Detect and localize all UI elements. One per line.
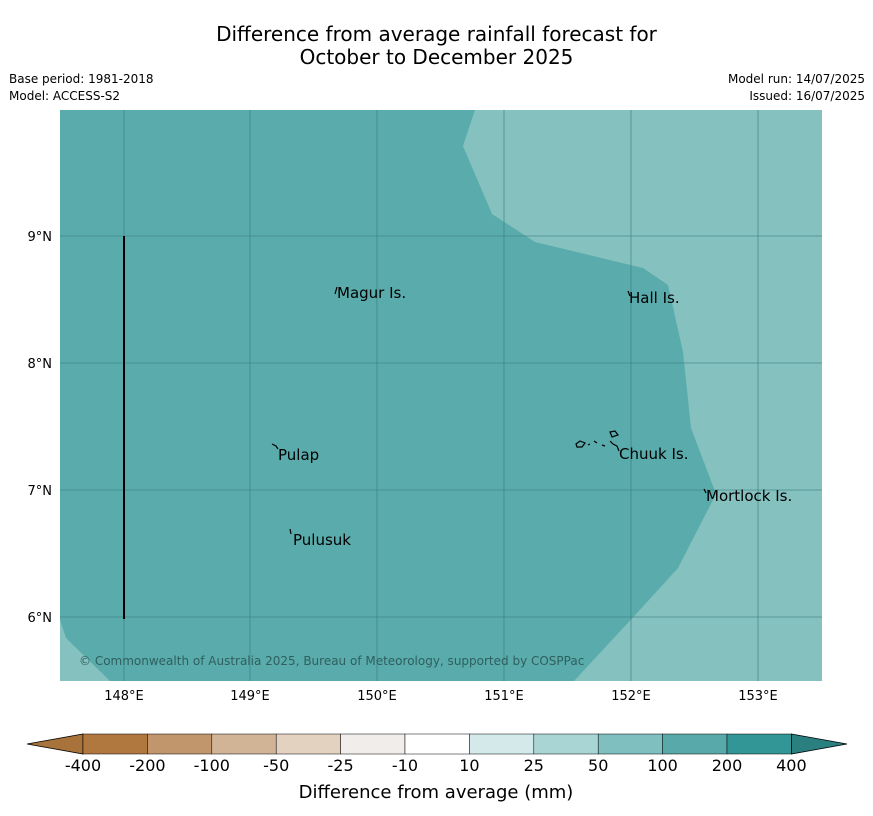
lon-tick-151e: 151°E — [484, 689, 524, 704]
place-label-magur: Magur Is. — [337, 284, 406, 302]
place-label-chuuk: Chuuk Is. — [619, 445, 688, 463]
colorbar-bin — [82, 733, 148, 755]
lon-tick-152e: 152°E — [611, 689, 651, 704]
colorbar-bin — [404, 733, 470, 755]
place-label-hall: Hall Is. — [629, 289, 680, 307]
colorbar-bin — [662, 733, 728, 755]
colorbar-extend-high — [791, 733, 848, 755]
colorbar-bin — [147, 733, 213, 755]
colorbar-title: Difference from average (mm) — [299, 782, 574, 803]
colorbar-bin — [211, 733, 277, 755]
map-title-line2: October to December 2025 — [299, 45, 574, 69]
colorbar-bin — [533, 733, 599, 755]
colorbar-tick-label: -10 — [392, 756, 418, 775]
colorbar-tick-label: 50 — [588, 756, 608, 775]
issued-text: Issued: 16/07/2025 — [749, 89, 865, 103]
base-period-text: Base period: 1981-2018 — [9, 72, 154, 86]
colorbar-tick-label: 400 — [776, 756, 807, 775]
colorbar-bin — [726, 733, 792, 755]
colorbar-tick-label: 200 — [712, 756, 743, 775]
lat-tick-7n: 7°N — [28, 484, 53, 499]
colorbar-tick-label: 100 — [647, 756, 678, 775]
model-text: Model: ACCESS-S2 — [9, 89, 121, 103]
place-label-pulusuk: Pulusuk — [293, 531, 351, 549]
lon-tick-149e: 149°E — [230, 689, 270, 704]
colorbar-tick-label: 10 — [459, 756, 479, 775]
place-label-mortlock: Mortlock Is. — [706, 487, 792, 505]
lat-tick-6n: 6°N — [28, 611, 53, 626]
colorbar-bin — [597, 733, 663, 755]
map-region-100-200 — [60, 110, 716, 681]
colorbar-tick-label: -50 — [263, 756, 289, 775]
lon-tick-150e: 150°E — [357, 689, 397, 704]
model-run-text: Model run: 14/07/2025 — [727, 72, 865, 86]
lon-gridlines — [123, 110, 759, 681]
place-label-pulap: Pulap — [278, 446, 319, 464]
colorbar-tick-label: 25 — [524, 756, 544, 775]
lat-tick-8n: 8°N — [28, 357, 53, 372]
colorbar-tick-label: -25 — [328, 756, 354, 775]
lon-tick-153e: 153°E — [738, 689, 778, 704]
lon-tick-148e: 148°E — [104, 689, 144, 704]
copyright-text: © Commonwealth of Australia 2025, Bureau… — [79, 654, 584, 668]
lat-gridlines — [60, 235, 822, 618]
colorbar-tick-label: -400 — [65, 756, 101, 775]
lat-tick-9n: 9°N — [28, 230, 53, 245]
island-coastlines — [271, 286, 707, 535]
colorbar-bin — [469, 733, 535, 755]
colorbar-bin — [340, 733, 406, 755]
colorbar: -400 -200 -100 -50 -25 -10 10 25 50 100 200 400 — [26, 733, 848, 775]
colorbar-extend-low — [26, 733, 84, 755]
colorbar-tick-label: -100 — [194, 756, 230, 775]
colorbar-bin — [275, 733, 341, 755]
map-title-line1: Difference from average rainfall forecas… — [216, 22, 657, 46]
colorbar-tick-label: -200 — [129, 756, 165, 775]
